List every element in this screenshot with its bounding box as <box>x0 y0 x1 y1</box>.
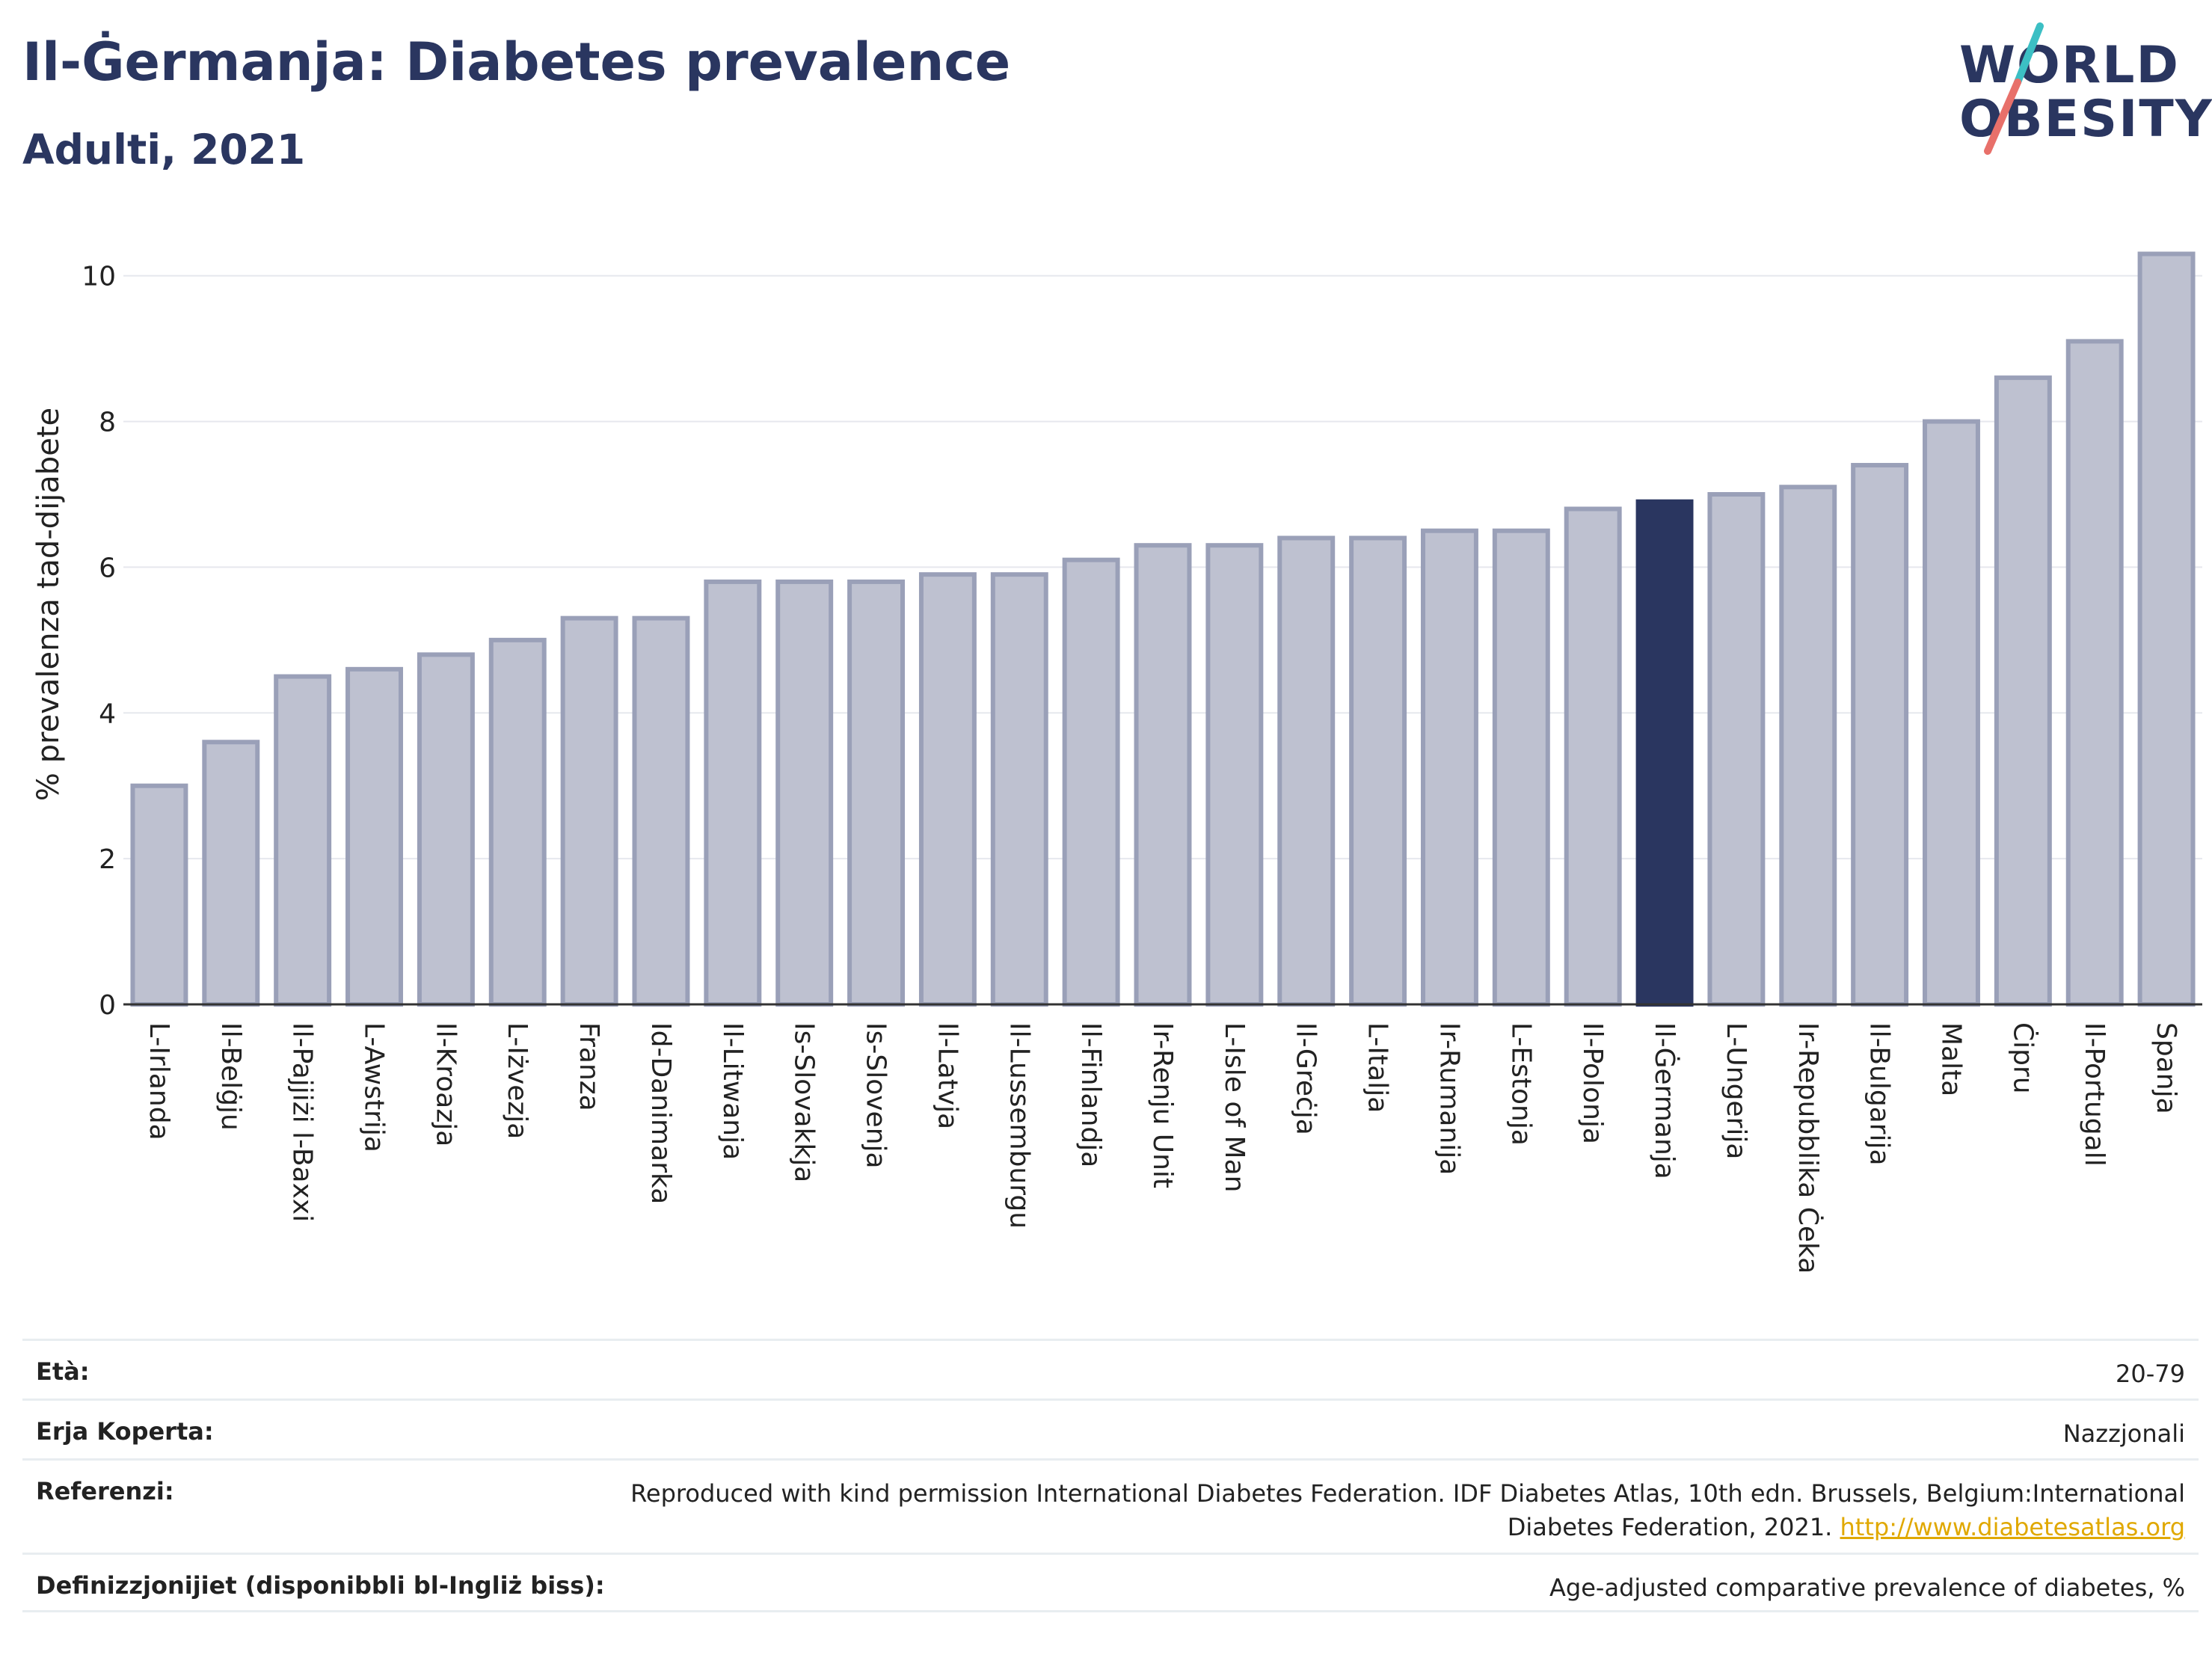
x-tick-label: Il-Ġermanja <box>1649 1022 1680 1179</box>
x-tick-label: L-Italja <box>1362 1022 1393 1113</box>
meta-row-references: Referenzi: Reproduced with kind permissi… <box>22 1458 2199 1553</box>
bar[interactable] <box>1277 535 1336 1007</box>
bar[interactable] <box>1707 492 1766 1007</box>
bar[interactable] <box>345 666 403 1007</box>
meta-row-definitions: Definizzjonijiet (disponibbli bl-Ingliż … <box>22 1553 2199 1612</box>
bar[interactable] <box>1492 528 1550 1007</box>
reference-text: Reproduced with kind permission Internat… <box>630 1479 2185 1541</box>
meta-key: Referenzi: <box>36 1477 174 1505</box>
x-tick-label: Il-Lussemburgu <box>1004 1022 1034 1229</box>
x-tick-label: Spanja <box>2151 1022 2181 1114</box>
x-tick-label: L-Irlanda <box>144 1022 174 1140</box>
bar[interactable] <box>1564 506 1622 1007</box>
bar[interactable] <box>274 674 332 1007</box>
bar[interactable] <box>202 740 260 1007</box>
x-tick-labels: L-Irlanda Il-Belġju Il-Pajjiżi l-Baxxi L-Aw… <box>144 1022 2181 1274</box>
bar[interactable] <box>1134 543 1192 1007</box>
x-tick-label: Malta <box>1935 1022 1966 1096</box>
bar[interactable] <box>1062 557 1120 1007</box>
meta-value: Age-adjusted comparative prevalence of d… <box>1549 1573 2185 1602</box>
bar[interactable] <box>2065 339 2124 1007</box>
x-tick-label: Il-Belġju <box>215 1022 246 1131</box>
x-tick-label: Ir-Rumanija <box>1434 1022 1464 1175</box>
y-tick-labels: 0 2 4 6 8 10 <box>82 262 116 1021</box>
bar[interactable] <box>1779 485 1837 1007</box>
x-tick-label: Il-Greċja <box>1291 1022 1321 1135</box>
y-axis-label: % prevalenza tad-dijabete <box>31 408 66 801</box>
bar[interactable] <box>847 579 906 1007</box>
bars <box>130 251 2196 1007</box>
bar[interactable] <box>1851 463 1909 1007</box>
x-tick-label: Ċipru <box>2007 1022 2039 1094</box>
y-tick-label: 8 <box>99 408 116 438</box>
x-tick-label: Il-Portugall <box>2079 1022 2110 1167</box>
x-tick-label: Il-Litwanja <box>717 1022 748 1160</box>
meta-key: Erja Koperta: <box>36 1417 214 1446</box>
x-tick-label: L-Iżvezja <box>502 1022 532 1139</box>
bar[interactable] <box>775 579 834 1007</box>
x-tick-label: Il-Kroazja <box>430 1022 461 1146</box>
x-tick-label: Il-Polonja <box>1577 1022 1608 1144</box>
x-tick-label: L-Isle of Man <box>1219 1022 1250 1192</box>
bar[interactable] <box>1923 419 1980 1007</box>
bar[interactable] <box>704 579 762 1007</box>
bar[interactable] <box>560 615 618 1007</box>
x-tick-label: Id-Danimarka <box>645 1022 676 1204</box>
meta-value: Nazzjonali <box>2062 1419 2185 1448</box>
chart-subtitle: Adulti, 2021 <box>22 126 306 174</box>
x-tick-label: Il-Pajjiżi l-Baxxi <box>287 1022 318 1222</box>
meta-key: Definizzjonijiet (disponibbli bl-Ingliż … <box>36 1571 605 1600</box>
meta-value: 20-79 <box>2116 1360 2185 1388</box>
bar[interactable] <box>488 637 547 1007</box>
meta-key: Età: <box>36 1357 90 1386</box>
meta-value: Reproduced with kind permission Internat… <box>540 1477 2185 1544</box>
x-tick-label: Il-Bulgarija <box>1864 1022 1895 1166</box>
bar[interactable] <box>1420 528 1478 1007</box>
bar[interactable] <box>918 572 977 1007</box>
bar[interactable] <box>1994 375 2052 1007</box>
world-obesity-logo[interactable]: WORLD OBESITY <box>1937 22 2212 157</box>
x-tick-label: L-Ungerija <box>1721 1022 1751 1159</box>
logo-slash-icon <box>1984 22 2044 155</box>
x-tick-label: Ir-Renju Unit <box>1147 1022 1178 1188</box>
x-tick-label: Il-Latvja <box>932 1022 962 1129</box>
bar[interactable] <box>1635 499 1694 1007</box>
bar[interactable] <box>2137 251 2196 1007</box>
meta-row-age: Età: 20-79 <box>22 1339 2199 1398</box>
y-tick-label: 0 <box>99 990 116 1021</box>
x-tick-label: Is-Slovakkja <box>789 1022 820 1182</box>
bar[interactable] <box>1205 543 1264 1007</box>
bar-chart: 0 2 4 6 8 10 L-Irlanda Il-Belġju Il-Pajjiżi l-B… <box>31 251 2202 1274</box>
x-tick-label: Ir-Repubblika Ċeka <box>1792 1022 1824 1274</box>
metadata-table: Età: 20-79 Erja Koperta: Nazzjonali Refe… <box>22 1339 2199 1612</box>
x-tick-label: L-Awstrija <box>359 1022 390 1152</box>
y-tick-label: 6 <box>99 553 116 583</box>
y-tick-label: 2 <box>99 844 116 875</box>
bar[interactable] <box>632 615 690 1007</box>
bar[interactable] <box>990 572 1048 1007</box>
y-tick-label: 10 <box>82 262 116 292</box>
reference-link[interactable]: http://www.diabetesatlas.org <box>1840 1512 2185 1541</box>
chart-title: Il-Ġermanja: Diabetes prevalence <box>22 31 1011 93</box>
bar[interactable] <box>1349 535 1407 1007</box>
bar[interactable] <box>130 783 188 1007</box>
bar[interactable] <box>417 652 475 1007</box>
x-tick-label: Il-Finlandja <box>1075 1022 1106 1167</box>
x-tick-label: Franza <box>574 1022 604 1111</box>
y-tick-label: 4 <box>99 698 116 729</box>
x-tick-label: Is-Slovenja <box>861 1022 891 1169</box>
meta-row-area: Erja Koperta: Nazzjonali <box>22 1398 2199 1458</box>
logo-line-1: WORLD <box>1959 36 2180 95</box>
x-tick-label: L-Estonja <box>1505 1022 1536 1146</box>
